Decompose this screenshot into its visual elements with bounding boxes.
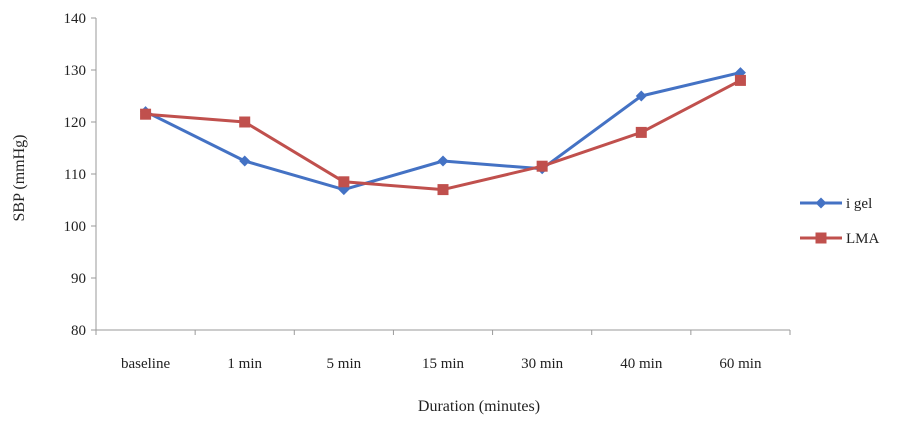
y-axis-title: SBP (mmHg) bbox=[11, 135, 28, 222]
x-tick-label: 60 min bbox=[719, 356, 762, 372]
data-point bbox=[239, 155, 251, 167]
x-axis-title: Duration (minutes) bbox=[418, 398, 540, 415]
x-tick-label: 30 min bbox=[521, 356, 564, 372]
data-point bbox=[734, 74, 746, 86]
data-point bbox=[536, 160, 548, 172]
series-2 bbox=[140, 74, 746, 196]
legend-label: i gel bbox=[846, 196, 872, 212]
series-lines bbox=[140, 67, 746, 196]
y-tick-label: 100 bbox=[64, 219, 87, 235]
x-tick-labels: baseline 1 min 5 min 15 min 30 min 40 min 60 m… bbox=[95, 330, 791, 372]
legend-item: i gel bbox=[800, 196, 872, 212]
legend-marker bbox=[815, 232, 827, 244]
legend: i gel LMA bbox=[800, 196, 880, 247]
x-tick-label: baseline bbox=[121, 356, 170, 372]
y-tick-label: 80 bbox=[71, 323, 86, 339]
y-tick-label: 140 bbox=[64, 11, 87, 27]
x-tick-label: 40 min bbox=[620, 356, 663, 372]
legend-label: LMA bbox=[846, 231, 880, 247]
data-point bbox=[635, 126, 647, 138]
x-tick-label: 5 min bbox=[327, 356, 362, 372]
axes bbox=[95, 18, 790, 331]
series-1 bbox=[140, 67, 746, 196]
legend-item: LMA bbox=[800, 231, 880, 247]
y-tick-label: 120 bbox=[64, 115, 87, 131]
y-tick-label: 90 bbox=[71, 271, 86, 287]
data-point bbox=[140, 108, 152, 120]
y-tick-labels: 80 90 100 110 120 130 140 bbox=[64, 11, 96, 339]
data-point bbox=[239, 116, 251, 128]
series-line bbox=[145, 79, 742, 192]
y-tick-label: 110 bbox=[64, 167, 86, 183]
series-line bbox=[144, 71, 741, 192]
data-point bbox=[635, 90, 647, 102]
x-tick-label: 15 min bbox=[422, 356, 465, 372]
data-point bbox=[437, 184, 449, 196]
legend-marker bbox=[815, 197, 827, 209]
data-point bbox=[437, 155, 449, 167]
x-tick-label: 1 min bbox=[227, 356, 262, 372]
data-point bbox=[338, 176, 350, 188]
y-tick-label: 130 bbox=[64, 63, 87, 79]
